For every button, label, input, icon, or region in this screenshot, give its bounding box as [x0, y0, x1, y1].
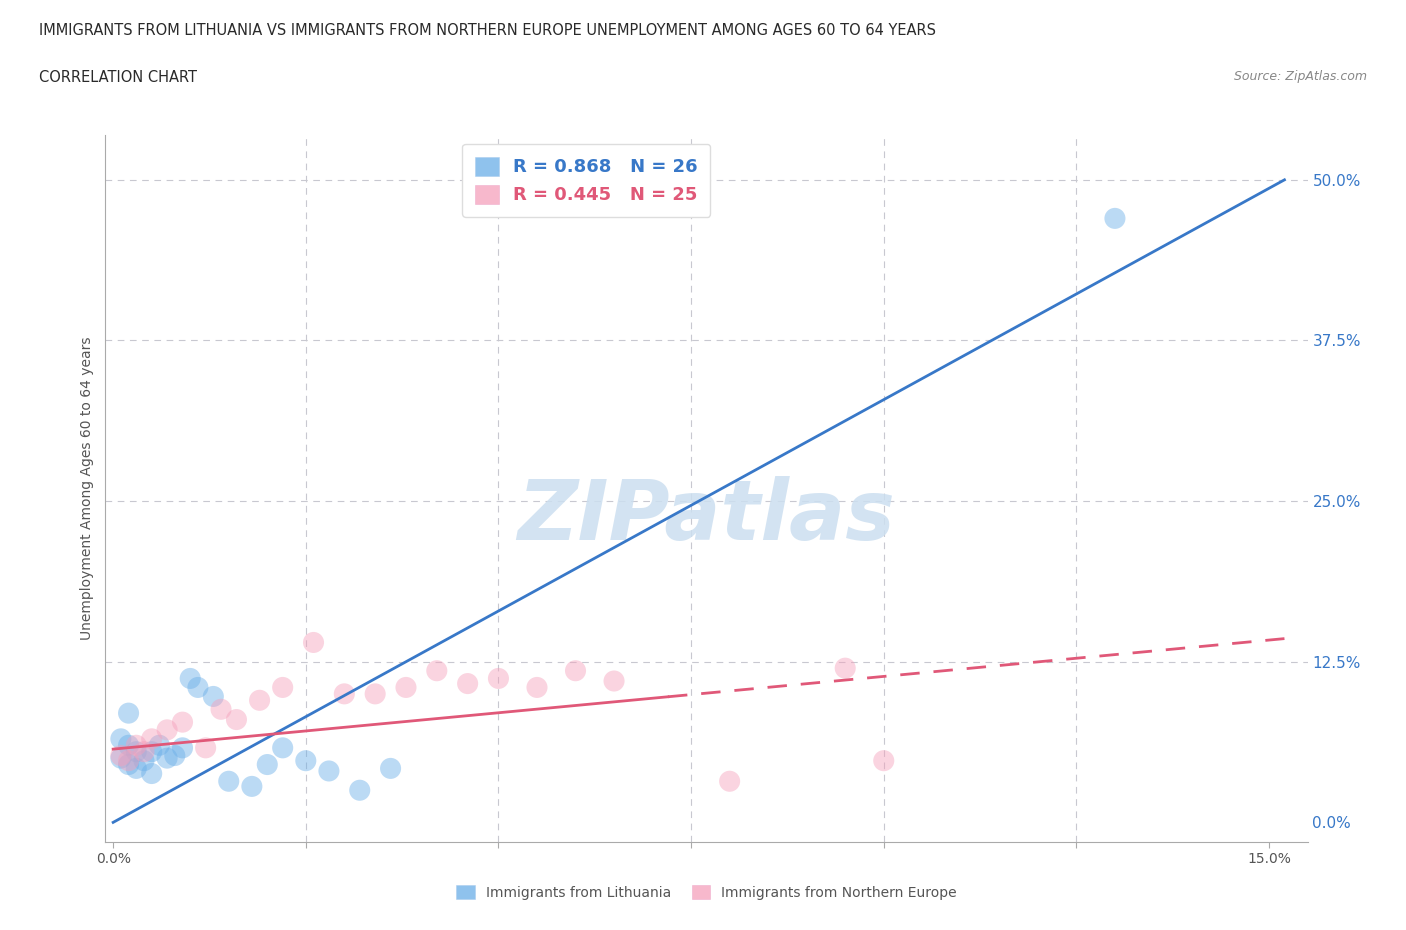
Point [148, 737, 170, 752]
Legend: Immigrants from Lithuania, Immigrants from Northern Europe: Immigrants from Lithuania, Immigrants fr… [451, 880, 962, 906]
Text: 0.0%: 0.0% [96, 852, 131, 866]
Point [302, 635, 325, 650]
Point [295, 753, 318, 768]
Point [141, 744, 163, 759]
Point [156, 751, 179, 765]
Text: IMMIGRANTS FROM LITHUANIA VS IMMIGRANTS FROM NORTHERN EUROPE UNEMPLOYMENT AMONG : IMMIGRANTS FROM LITHUANIA VS IMMIGRANTS … [39, 23, 936, 38]
Point [1104, 211, 1126, 226]
Point [110, 731, 132, 746]
Point [110, 751, 132, 765]
Point [271, 680, 294, 695]
Point [225, 712, 247, 727]
Point [218, 774, 240, 789]
Point [488, 671, 510, 686]
Text: CORRELATION CHART: CORRELATION CHART [39, 70, 197, 85]
Point [564, 663, 586, 678]
Point [256, 757, 278, 772]
Point [349, 783, 371, 798]
Point [718, 774, 741, 789]
Point [132, 744, 155, 759]
Point [172, 740, 194, 755]
Point [132, 753, 155, 768]
Point [603, 673, 626, 688]
Text: Source: ZipAtlas.com: Source: ZipAtlas.com [1233, 70, 1367, 83]
Point [156, 723, 179, 737]
Point [125, 744, 148, 759]
Point [333, 686, 356, 701]
Point [117, 753, 139, 768]
Point [271, 740, 294, 755]
Point [249, 693, 271, 708]
Point [125, 737, 148, 752]
Point [117, 757, 139, 772]
Point [240, 779, 263, 794]
Point [117, 737, 139, 752]
Point [179, 671, 201, 686]
Point [141, 766, 163, 781]
Point [318, 764, 340, 778]
Point [209, 702, 232, 717]
Point [172, 714, 194, 729]
Text: 15.0%: 15.0% [1247, 852, 1291, 866]
Point [202, 689, 225, 704]
Point [380, 761, 402, 776]
Point [163, 748, 186, 763]
Point [526, 680, 548, 695]
Y-axis label: Unemployment Among Ages 60 to 64 years: Unemployment Among Ages 60 to 64 years [80, 337, 94, 640]
Point [117, 706, 139, 721]
Point [125, 761, 148, 776]
Point [873, 753, 896, 768]
Text: ZIPatlas: ZIPatlas [517, 476, 896, 557]
Point [141, 731, 163, 746]
Point [426, 663, 449, 678]
Point [457, 676, 479, 691]
Point [194, 740, 217, 755]
Point [364, 686, 387, 701]
Point [834, 660, 856, 675]
Point [395, 680, 418, 695]
Point [110, 748, 132, 763]
Point [187, 680, 209, 695]
